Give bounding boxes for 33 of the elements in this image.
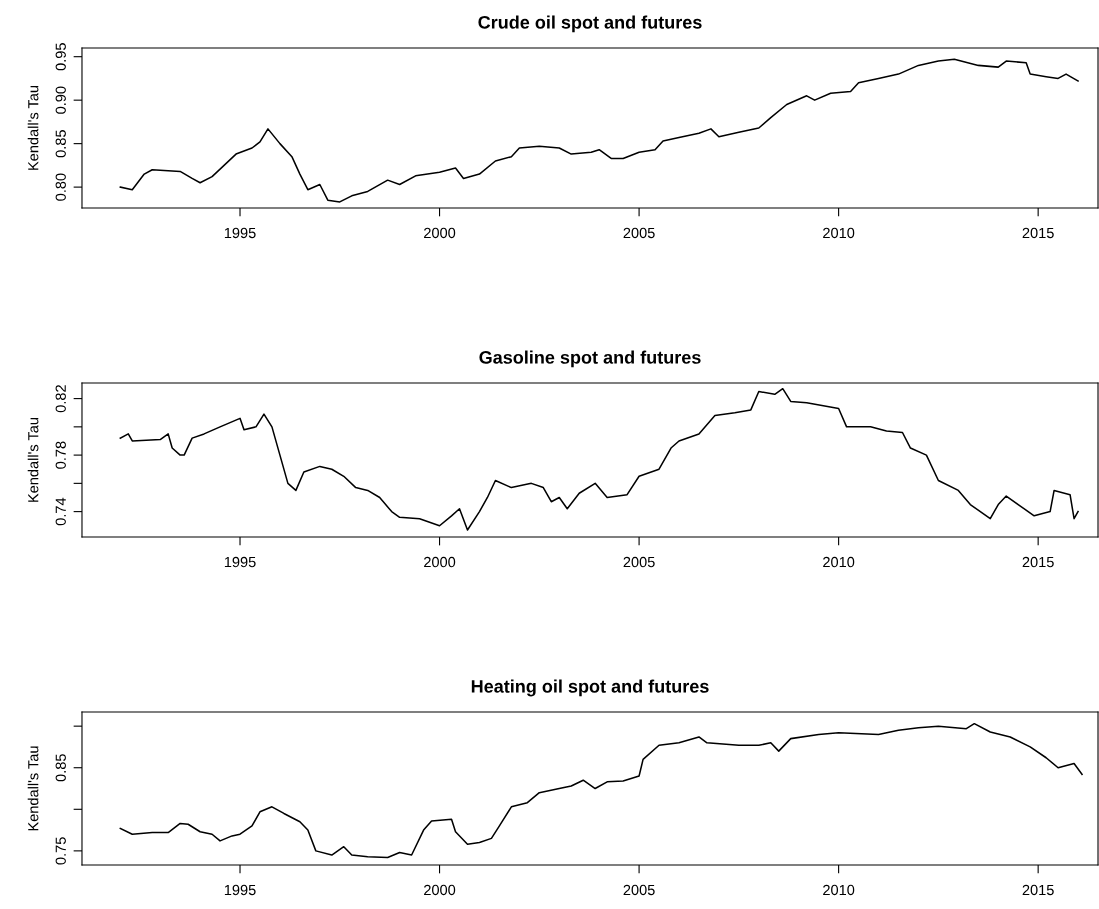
chart-title: Crude oil spot and futures — [478, 15, 702, 33]
y-tick-label: 0.85 — [55, 754, 66, 782]
line-series — [119, 722, 1083, 859]
x-tick-label: 2005 — [623, 556, 655, 568]
x-tick-label: 2015 — [1022, 556, 1054, 568]
x-tick-label: 1995 — [224, 556, 256, 568]
x-tick-label: 2010 — [823, 556, 855, 568]
x-tick-label: 1995 — [224, 884, 256, 896]
line-series — [119, 58, 1079, 203]
x-tick-label: 2010 — [823, 227, 855, 239]
x-tick-label: 2010 — [823, 884, 855, 896]
y-tick-label: 0.95 — [55, 43, 66, 71]
x-tick-label: 1995 — [224, 227, 256, 239]
y-tick-label: 0.90 — [55, 86, 66, 114]
y-axis-title: Kendall's Tau — [27, 418, 39, 502]
y-tick-label: 0.75 — [55, 837, 66, 865]
y-tick-label: 0.80 — [55, 173, 66, 201]
y-tick-label: 0.78 — [55, 441, 66, 469]
x-tick-label: 2000 — [424, 227, 456, 239]
x-tick-label: 2015 — [1022, 884, 1054, 896]
line-series — [119, 387, 1079, 531]
x-tick-label: 2015 — [1022, 227, 1054, 239]
y-axis-title: Kendall's Tau — [27, 746, 39, 831]
y-tick-label: 0.85 — [55, 130, 66, 158]
x-tick-label: 2005 — [623, 227, 655, 239]
y-tick-label: 0.82 — [55, 385, 66, 413]
y-tick-label: 0.74 — [55, 497, 66, 526]
x-tick-label: 2000 — [424, 884, 456, 896]
x-tick-label: 2000 — [424, 556, 456, 568]
chart-title: Heating oil spot and futures — [471, 679, 709, 697]
x-tick-label: 2005 — [623, 884, 655, 896]
chart-title: Gasoline spot and futures — [479, 350, 701, 368]
y-axis-title: Kendall's Tau — [27, 85, 39, 170]
